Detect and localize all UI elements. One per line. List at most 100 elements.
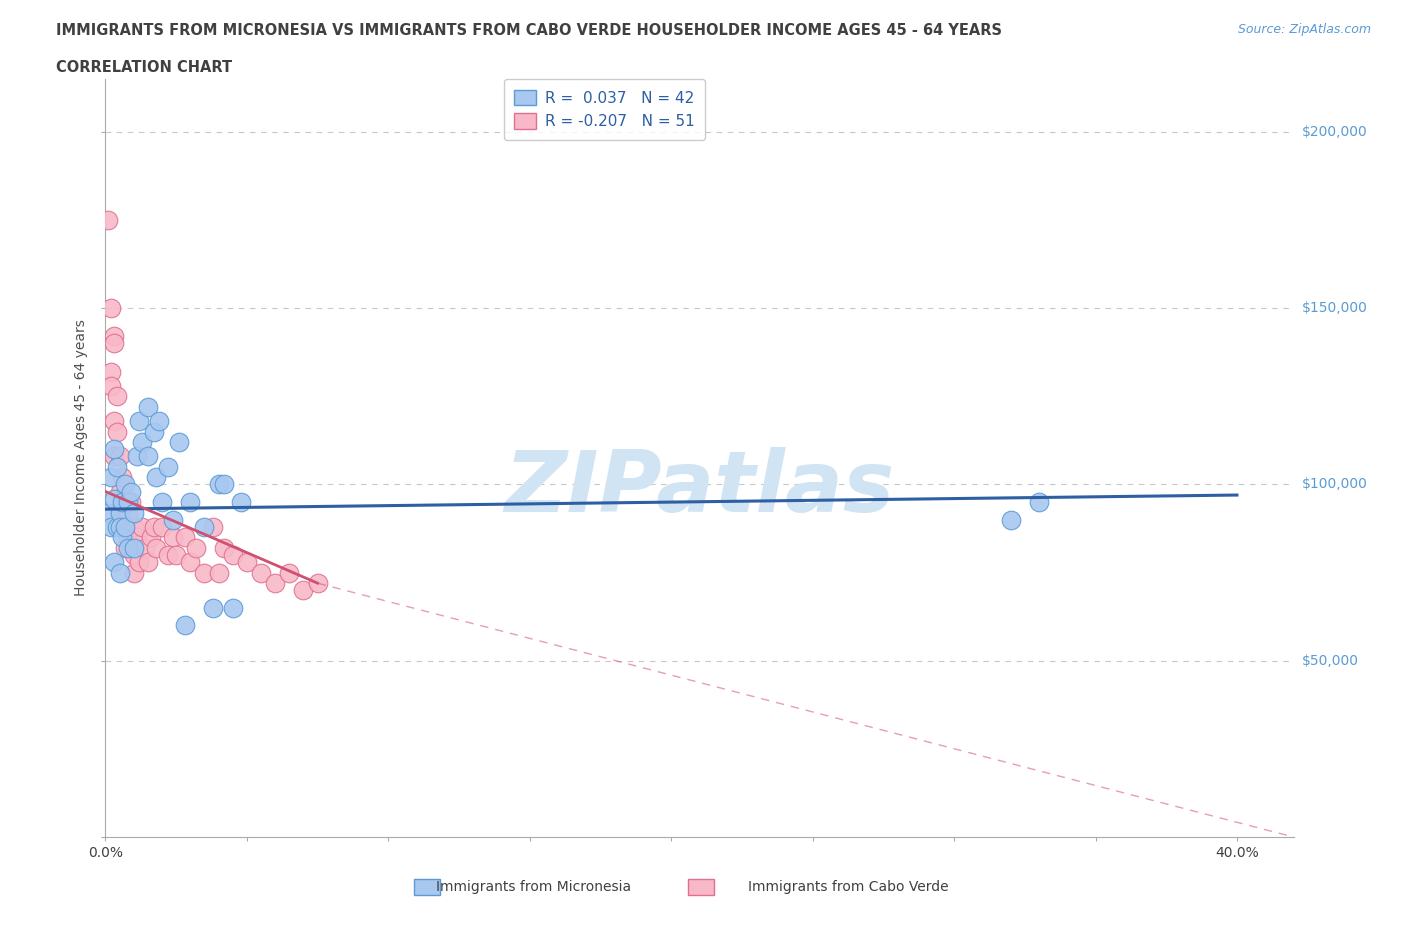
Point bbox=[117, 530, 139, 545]
Point bbox=[100, 470, 122, 485]
Point bbox=[120, 485, 142, 499]
Point bbox=[97, 505, 120, 520]
Point bbox=[111, 495, 134, 510]
Point bbox=[264, 576, 287, 591]
Point bbox=[108, 485, 131, 499]
Point bbox=[103, 329, 125, 344]
Text: ZIPatlas: ZIPatlas bbox=[505, 446, 894, 530]
Point bbox=[134, 540, 156, 555]
Point bbox=[100, 365, 122, 379]
Point bbox=[173, 530, 195, 545]
Text: $50,000: $50,000 bbox=[1302, 654, 1358, 668]
Point bbox=[142, 519, 165, 534]
Point bbox=[120, 540, 142, 555]
Text: Source: ZipAtlas.com: Source: ZipAtlas.com bbox=[1237, 23, 1371, 36]
Point bbox=[222, 548, 245, 563]
Point bbox=[114, 495, 136, 510]
Point bbox=[1000, 512, 1022, 527]
Point bbox=[120, 495, 142, 510]
Text: Immigrants from Micronesia: Immigrants from Micronesia bbox=[436, 880, 631, 894]
Point bbox=[122, 540, 145, 555]
Point bbox=[148, 414, 170, 429]
Point bbox=[156, 548, 179, 563]
Point bbox=[207, 477, 229, 492]
Point bbox=[173, 618, 195, 633]
Point bbox=[122, 565, 145, 580]
Point bbox=[1028, 495, 1050, 510]
Point bbox=[105, 519, 128, 534]
Point bbox=[105, 459, 128, 474]
Point bbox=[108, 449, 131, 464]
Point bbox=[231, 495, 253, 510]
Point bbox=[103, 554, 125, 569]
Point bbox=[222, 601, 245, 616]
Point bbox=[128, 554, 150, 569]
Point bbox=[114, 519, 136, 534]
Point bbox=[114, 540, 136, 555]
Point bbox=[184, 540, 207, 555]
Point bbox=[114, 519, 136, 534]
Point bbox=[103, 491, 125, 506]
Text: IMMIGRANTS FROM MICRONESIA VS IMMIGRANTS FROM CABO VERDE HOUSEHOLDER INCOME AGES: IMMIGRANTS FROM MICRONESIA VS IMMIGRANTS… bbox=[56, 23, 1002, 38]
Point bbox=[122, 505, 145, 520]
Point bbox=[201, 519, 224, 534]
Point bbox=[105, 424, 128, 439]
Point bbox=[108, 505, 131, 520]
Point bbox=[136, 449, 159, 464]
Point bbox=[150, 495, 173, 510]
Point bbox=[97, 213, 120, 228]
Point bbox=[193, 519, 215, 534]
Point bbox=[103, 449, 125, 464]
Text: $100,000: $100,000 bbox=[1302, 477, 1368, 491]
Point bbox=[103, 414, 125, 429]
Point bbox=[114, 477, 136, 492]
Point bbox=[136, 554, 159, 569]
Point bbox=[307, 576, 329, 591]
Point bbox=[100, 300, 122, 315]
Point bbox=[125, 530, 148, 545]
Point bbox=[142, 424, 165, 439]
Point bbox=[136, 400, 159, 415]
Y-axis label: Householder Income Ages 45 - 64 years: Householder Income Ages 45 - 64 years bbox=[75, 320, 89, 596]
Point bbox=[128, 414, 150, 429]
Point bbox=[145, 540, 167, 555]
Point bbox=[250, 565, 273, 580]
Point bbox=[125, 449, 148, 464]
Point bbox=[162, 530, 184, 545]
Point bbox=[108, 519, 131, 534]
Point bbox=[117, 505, 139, 520]
Point bbox=[179, 495, 201, 510]
Point bbox=[111, 519, 134, 534]
Text: Immigrants from Cabo Verde: Immigrants from Cabo Verde bbox=[748, 880, 948, 894]
Point bbox=[167, 434, 190, 449]
Point bbox=[145, 470, 167, 485]
Legend: R =  0.037   N = 42, R = -0.207   N = 51: R = 0.037 N = 42, R = -0.207 N = 51 bbox=[503, 79, 706, 140]
Point bbox=[111, 470, 134, 485]
Point bbox=[139, 530, 162, 545]
Point bbox=[156, 459, 179, 474]
Point bbox=[111, 530, 134, 545]
Text: $150,000: $150,000 bbox=[1302, 301, 1368, 315]
FancyBboxPatch shape bbox=[688, 879, 714, 896]
Point bbox=[214, 540, 236, 555]
Point bbox=[100, 519, 122, 534]
Point bbox=[236, 554, 259, 569]
Text: $200,000: $200,000 bbox=[1302, 125, 1368, 139]
Point bbox=[103, 442, 125, 457]
Point bbox=[179, 554, 201, 569]
Point bbox=[105, 389, 128, 404]
Point bbox=[292, 583, 315, 598]
Point bbox=[201, 601, 224, 616]
Point bbox=[131, 434, 153, 449]
Point bbox=[165, 548, 187, 563]
Point bbox=[122, 548, 145, 563]
Point bbox=[131, 519, 153, 534]
Point bbox=[207, 565, 229, 580]
Point bbox=[103, 336, 125, 351]
Point bbox=[108, 565, 131, 580]
FancyBboxPatch shape bbox=[415, 879, 440, 896]
Point bbox=[122, 519, 145, 534]
Point bbox=[278, 565, 301, 580]
Point bbox=[162, 512, 184, 527]
Point bbox=[100, 379, 122, 393]
